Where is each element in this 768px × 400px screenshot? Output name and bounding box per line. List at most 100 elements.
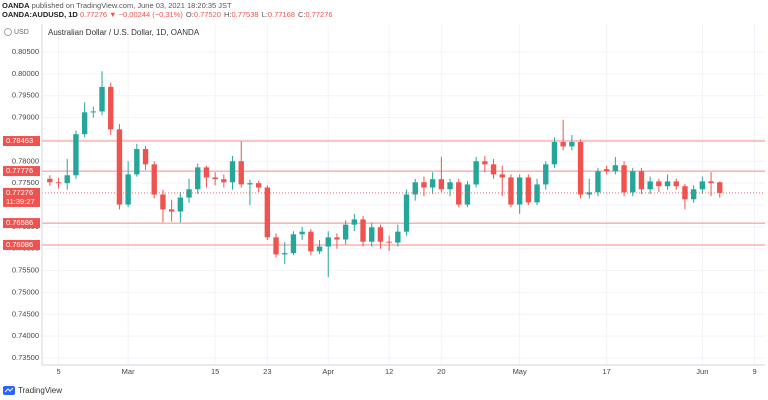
candle-body <box>421 182 427 188</box>
candle-body <box>551 142 558 165</box>
y-tick-label: 0.73500 <box>12 353 39 362</box>
level-label: 0.78463 <box>6 136 33 145</box>
candle-body <box>177 197 184 212</box>
header: OANDA published on TradingView.com, June… <box>2 1 333 19</box>
candle-body <box>203 167 210 178</box>
candle-body <box>456 182 462 205</box>
candle-body <box>282 253 288 255</box>
ohlc-value: 0.77276 <box>305 10 333 19</box>
grid <box>42 24 765 365</box>
candle-body <box>621 165 627 193</box>
candle-body <box>403 194 410 232</box>
candle-body <box>595 171 601 193</box>
x-tick-label: 9 <box>752 367 756 376</box>
logo-icon <box>3 386 15 395</box>
candle-body <box>342 224 349 240</box>
chart-title: Australian Dollar / U.S. Dollar, 1D, OAN… <box>48 28 200 37</box>
candle-body <box>690 189 697 200</box>
candle-body <box>377 227 384 242</box>
candle-body <box>429 179 436 188</box>
y-tick-label: 0.74000 <box>12 331 39 340</box>
y-tick-label: 0.75000 <box>12 287 39 296</box>
candle-body <box>195 167 201 190</box>
x-tick-label: Jun <box>696 367 708 376</box>
candle-body <box>81 112 88 135</box>
level-label-box <box>3 239 40 250</box>
candle-body <box>603 169 610 172</box>
level-label: 0.76086 <box>6 240 33 249</box>
y-tick-label: 0.75500 <box>12 266 39 275</box>
header-line-2: OANDA:AUDUSD, 1D 0.77276 ▼ −0.00244 (−0.… <box>2 10 333 19</box>
current-price-box <box>3 187 40 207</box>
candle-body <box>55 182 62 184</box>
y-tick-label: 0.77500 <box>12 178 39 187</box>
y-tick-label: 0.79000 <box>12 113 39 122</box>
candle-body <box>168 209 175 212</box>
candle-body <box>255 183 262 188</box>
logo-text[interactable]: TradingView <box>18 386 62 395</box>
candle-body <box>612 165 619 172</box>
author: OANDA <box>2 1 30 10</box>
candle-body <box>360 219 366 242</box>
candle-body <box>717 182 723 193</box>
ohlc-label: O: <box>185 10 194 19</box>
candle-body <box>630 171 636 193</box>
candle-body <box>316 246 323 252</box>
x-tick-label: 12 <box>385 367 393 376</box>
ohlc-value: 0.77520 <box>193 10 221 19</box>
level-label: 0.76586 <box>6 218 33 227</box>
candle-body <box>560 142 566 147</box>
countdown-label: 11:39:27 <box>6 197 35 206</box>
x-tick-label: 23 <box>263 367 271 376</box>
candle-body <box>369 227 375 242</box>
x-tick-label: 20 <box>437 367 445 376</box>
level-label-box <box>3 218 40 229</box>
plot <box>42 71 765 278</box>
candle-body <box>534 184 540 203</box>
y-tick-label: 0.80500 <box>12 47 39 56</box>
candle-body <box>386 241 392 243</box>
candle-body <box>656 181 662 187</box>
candle-body <box>473 161 479 185</box>
candle-body <box>508 177 514 205</box>
y-tick-label: 0.78000 <box>12 156 39 165</box>
level-label-box <box>3 166 40 177</box>
ohlc-value: 0.77538 <box>231 10 259 19</box>
candle-body <box>516 177 523 205</box>
current-price-label: 0.77276 <box>6 188 33 197</box>
candle-body <box>464 184 471 205</box>
candle-body <box>108 86 114 130</box>
candle-body <box>142 149 149 165</box>
last-price: 0.77276 <box>79 10 108 19</box>
y-tick-label: 0.80000 <box>12 69 39 78</box>
candle-body <box>664 181 671 187</box>
candle-body <box>490 164 497 175</box>
x-tick-label: Mar <box>122 367 135 376</box>
candle-body <box>47 178 53 183</box>
candle-body <box>125 174 131 205</box>
candle-body <box>264 187 271 238</box>
candle-body <box>116 129 123 205</box>
x-tick-label: 5 <box>56 367 60 376</box>
candle-body <box>186 189 192 198</box>
candle-body <box>151 164 157 195</box>
candle-body <box>64 175 70 184</box>
candle-body <box>221 179 227 183</box>
y-tick-label: 0.79500 <box>12 91 39 100</box>
x-tick-label: 17 <box>602 367 610 376</box>
x-tick-label: Apr <box>322 367 334 376</box>
candle-body <box>229 161 236 183</box>
logo-glyph <box>4 387 14 393</box>
candle-body <box>73 134 79 176</box>
candle-body <box>699 181 706 190</box>
candle-body <box>673 181 679 187</box>
candle-body <box>238 161 244 185</box>
ohlc-label: C: <box>297 10 306 19</box>
candle-body <box>334 237 340 240</box>
candle-body <box>134 149 140 175</box>
candle-body <box>482 161 488 165</box>
candle-body <box>647 181 653 190</box>
candle-body <box>247 183 253 185</box>
candle-body <box>290 234 297 254</box>
